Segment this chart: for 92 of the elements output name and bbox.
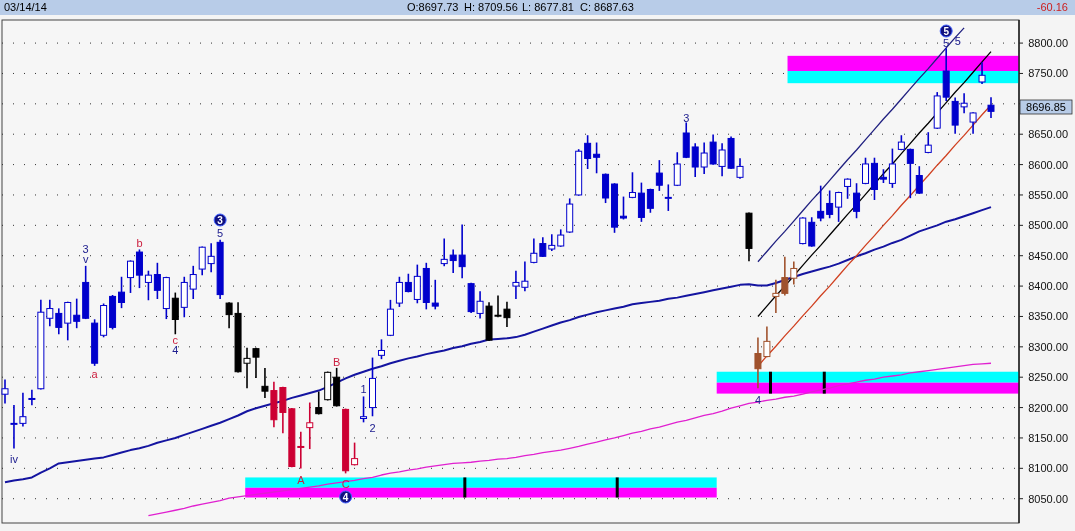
y-tick-label: 8500.00: [1028, 219, 1068, 232]
candlestick: [844, 178, 852, 199]
annotation: 3: [217, 215, 224, 226]
candlestick: [440, 238, 448, 267]
annotation: 5: [943, 26, 950, 37]
candlestick: [888, 148, 896, 188]
candlestick: [835, 191, 843, 222]
annotation: 4: [342, 492, 349, 503]
annotation: iv: [9, 453, 19, 465]
y-tick-label: 8400.00: [1028, 280, 1068, 293]
candlestick: [431, 279, 439, 310]
candlestick: [377, 339, 385, 360]
annotation: 3: [82, 243, 89, 255]
candlestick: [198, 246, 206, 276]
candlestick: [55, 308, 63, 335]
candlestick: [395, 276, 403, 307]
candlestick: [118, 276, 126, 309]
candlestick: [619, 196, 627, 220]
candlestick: [593, 142, 601, 174]
candlestick: [351, 442, 359, 466]
y-tick-label: 8200.00: [1028, 401, 1068, 414]
text: 03/14/14: [4, 1, 47, 13]
candlestick: [171, 292, 179, 335]
candlestick: [360, 396, 368, 423]
y-tick-label: 8150.00: [1028, 431, 1068, 444]
candlestick: [915, 166, 923, 194]
y-tick-label: 8250.00: [1028, 371, 1068, 384]
candlestick: [73, 298, 81, 329]
candlestick: [646, 188, 654, 213]
candlestick: [790, 261, 798, 285]
y-tick-label: 8300.00: [1028, 340, 1068, 353]
candlestick: [924, 132, 932, 154]
candlestick: [808, 217, 816, 247]
candlestick: [252, 347, 260, 378]
candlestick: [28, 389, 36, 406]
candlestick: [853, 183, 861, 219]
candlestick: [969, 112, 977, 134]
y-tick-label: 8600.00: [1028, 158, 1068, 171]
annotation: 4: [172, 344, 179, 356]
candlestick: [413, 264, 421, 304]
candlestick: [153, 262, 161, 300]
text: O:8697.73: [407, 1, 459, 13]
candlestick: [602, 173, 610, 204]
candlestick: [655, 160, 663, 191]
annotation: 2: [369, 422, 376, 434]
candlestick: [987, 97, 995, 119]
y-tick-label: 8050.00: [1028, 492, 1068, 505]
annotation: 1: [360, 383, 367, 395]
candlestick: [126, 260, 134, 293]
candlestick: [144, 270, 152, 301]
y-tick-label: 8450.00: [1028, 249, 1068, 262]
text: H: 8709.56: [464, 1, 518, 13]
text: C: 8687.63: [580, 1, 634, 13]
annotation: c: [172, 334, 179, 346]
candlestick: [548, 234, 556, 252]
candlestick: [817, 185, 825, 222]
candlestick: [691, 143, 699, 177]
line-series: [757, 50, 992, 318]
candlestick: [189, 265, 197, 300]
annotation: a: [91, 368, 99, 380]
annotation: A: [297, 474, 306, 486]
text: 8696.85: [1026, 101, 1066, 113]
annotation: v: [82, 253, 89, 265]
text: L: 8677.81: [522, 1, 574, 13]
candlestick: [906, 148, 914, 199]
candlestick: [297, 431, 305, 469]
annotation: b: [136, 237, 143, 249]
candlestick: [64, 301, 72, 341]
candlestick: [261, 367, 269, 399]
candlestick: [978, 62, 986, 84]
candlestick: [826, 190, 834, 219]
annotation: 3: [683, 112, 690, 124]
candlestick: [673, 152, 681, 187]
y-tick-label: 8650.00: [1028, 128, 1068, 141]
candlestick: [664, 184, 672, 211]
candlestick: [628, 172, 636, 199]
y-tick-label: 8550.00: [1028, 188, 1068, 201]
y-tick-label: 8800.00: [1028, 37, 1068, 50]
annotation: 5: [943, 37, 950, 49]
y-tick-label: 8350.00: [1028, 310, 1068, 323]
candlestick: [862, 157, 870, 185]
annotation: 5: [954, 35, 961, 47]
y-tick-label: 8750.00: [1028, 67, 1068, 80]
annotation: B: [332, 356, 341, 368]
candlestick: [584, 135, 592, 170]
annotation: 5: [217, 227, 224, 239]
candlestick: [306, 402, 314, 450]
candlestick: [135, 249, 143, 289]
line-series: [757, 27, 965, 263]
candlestick: [315, 391, 323, 415]
text: -60.16: [1036, 1, 1068, 13]
y-tick-label: 8100.00: [1028, 462, 1068, 475]
